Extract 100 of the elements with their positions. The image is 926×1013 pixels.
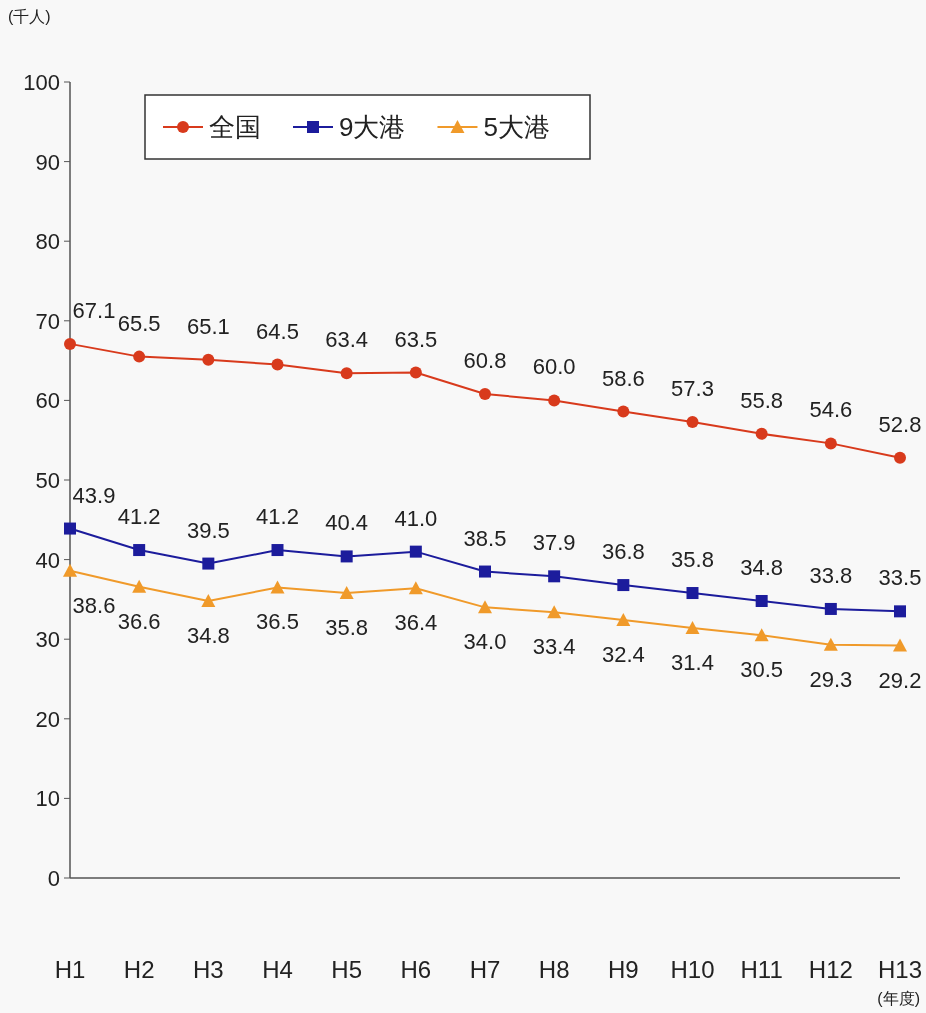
point [686, 415, 699, 428]
point [133, 544, 146, 557]
y-tick-label: 60 [35, 388, 60, 414]
point [685, 621, 700, 635]
point [64, 337, 76, 350]
point [894, 451, 906, 464]
point [616, 613, 631, 627]
data-label: 34.0 [463, 629, 507, 655]
y-tick-label: 100 [23, 70, 60, 95]
data-label: 34.8 [740, 554, 784, 580]
data-label: 36.6 [117, 608, 161, 634]
data-label: 35.8 [671, 547, 714, 573]
point [133, 350, 146, 363]
data-label: 31.4 [671, 650, 714, 676]
point [547, 605, 562, 619]
legend-label: 9大港 [339, 112, 406, 142]
y-tick-label: 90 [35, 149, 60, 175]
data-label: 65.1 [186, 313, 230, 339]
x-axis-title: (年度) [877, 990, 920, 1007]
legend-label: 全国 [209, 112, 261, 142]
data-label: 34.8 [186, 622, 230, 648]
data-label: 36.4 [394, 610, 438, 636]
point [824, 437, 837, 450]
point [754, 628, 769, 642]
point [823, 637, 838, 651]
data-label: 63.5 [394, 326, 438, 352]
x-tick-label: H11 [740, 956, 783, 983]
point [479, 388, 491, 401]
point [893, 638, 907, 652]
x-tick-label: H1 [54, 956, 86, 983]
data-label: 38.5 [463, 525, 507, 551]
point [824, 602, 837, 615]
point [617, 405, 630, 418]
y-tick-label: 10 [35, 786, 60, 812]
data-label: 41.0 [394, 505, 438, 531]
data-label: 32.4 [601, 642, 645, 668]
x-tick-label: H5 [331, 956, 363, 983]
point [202, 557, 215, 570]
point [548, 394, 561, 407]
point [340, 550, 353, 563]
point [409, 545, 422, 558]
data-label: 38.6 [72, 592, 116, 618]
point [270, 580, 285, 594]
data-label: 55.8 [740, 387, 784, 413]
data-label: 54.6 [809, 397, 853, 423]
data-label: 40.4 [325, 510, 369, 536]
data-label: 35.8 [325, 615, 369, 641]
y-tick-label: 20 [35, 706, 60, 732]
point [755, 594, 768, 607]
point [408, 581, 423, 595]
point [755, 427, 768, 440]
data-label: 63.4 [325, 327, 369, 353]
point [64, 522, 76, 535]
point [202, 353, 215, 366]
x-tick-label: H7 [469, 956, 501, 983]
point [339, 586, 354, 600]
legend-label: 5大港 [483, 112, 550, 142]
y-axis-title: (千人) [8, 8, 51, 25]
x-tick-label: H2 [123, 956, 155, 983]
point [894, 605, 906, 618]
point [132, 579, 147, 593]
point [340, 367, 353, 380]
point [271, 358, 284, 371]
data-label: 36.8 [601, 539, 645, 565]
data-label: 33.4 [532, 634, 576, 660]
point [271, 544, 284, 557]
point [686, 587, 699, 600]
x-tick-label: H12 [808, 956, 853, 983]
y-tick-label: 40 [35, 547, 60, 573]
data-label: 41.2 [256, 504, 299, 530]
data-label: 36.5 [256, 609, 299, 635]
point [617, 579, 630, 592]
data-label: 39.5 [186, 517, 230, 543]
data-label: 52.8 [878, 411, 922, 437]
y-tick-label: 70 [35, 308, 60, 334]
data-label: 37.9 [532, 530, 576, 556]
y-tick-label: 30 [35, 627, 60, 653]
data-label: 33.8 [809, 562, 853, 588]
y-tick-label: 50 [35, 468, 60, 493]
data-label: 43.9 [72, 482, 116, 508]
data-label: 60.0 [532, 354, 576, 380]
y-tick-label: 80 [35, 229, 60, 255]
data-label: 41.2 [117, 504, 161, 530]
data-label: 64.5 [256, 318, 299, 344]
data-label: 67.1 [72, 297, 116, 323]
point [409, 366, 422, 379]
data-label: 65.5 [117, 310, 161, 336]
data-label: 33.5 [878, 565, 922, 591]
point [548, 570, 561, 583]
point [63, 563, 77, 577]
point [479, 565, 491, 578]
x-tick-label: H10 [670, 956, 715, 983]
x-tick-label: H4 [262, 956, 293, 983]
x-tick-label: H3 [192, 956, 224, 983]
y-tick-label: 0 [47, 866, 60, 891]
point [201, 593, 216, 607]
x-tick-label: H13 [877, 956, 923, 983]
x-tick-label: H6 [400, 956, 432, 983]
point [478, 600, 492, 614]
x-tick-label: H9 [607, 956, 639, 983]
